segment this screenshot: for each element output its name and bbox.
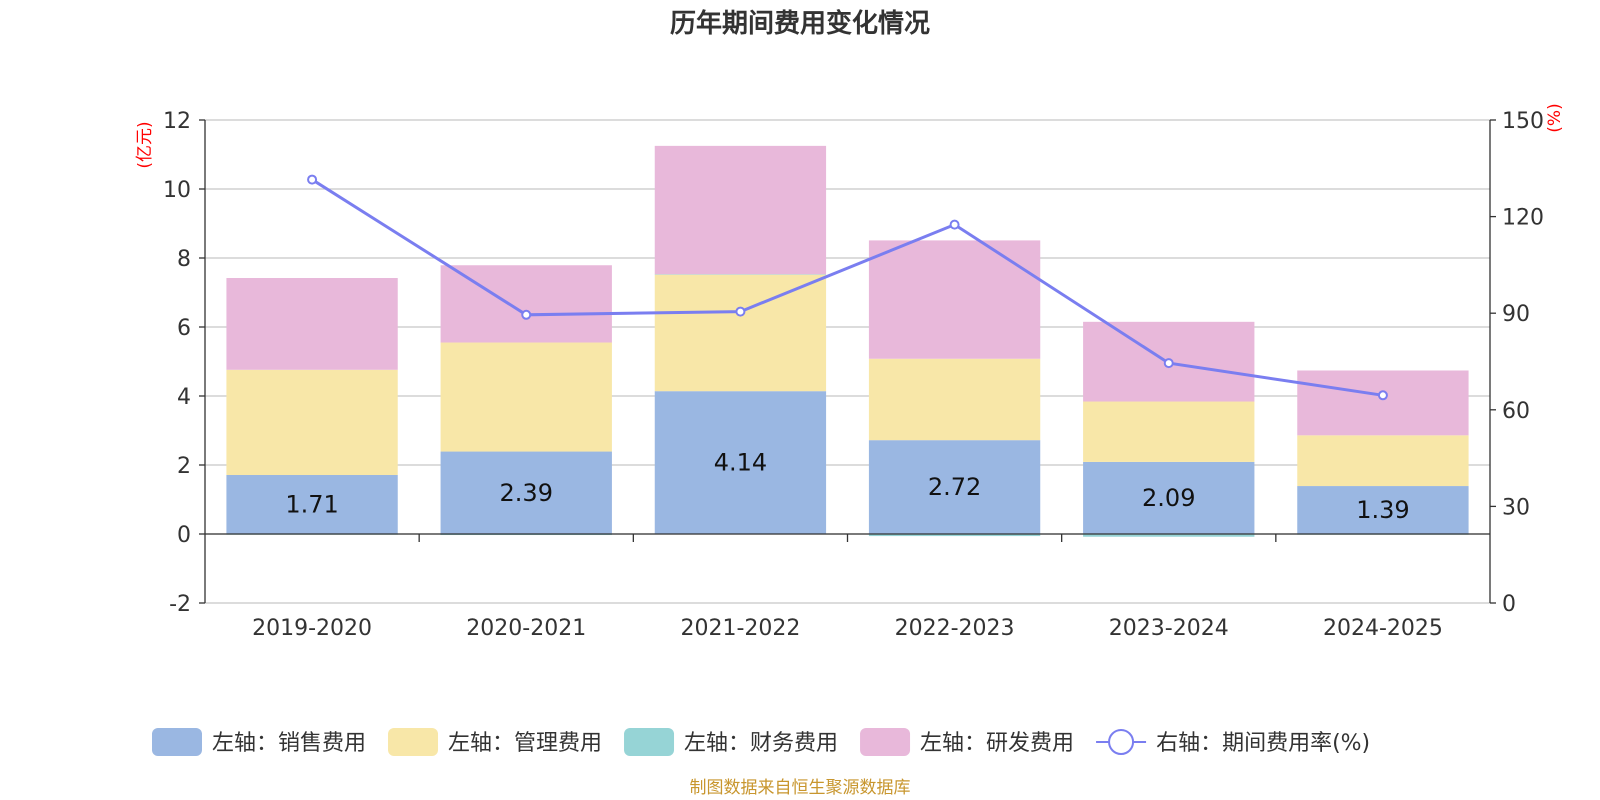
left-tick-label: 6 (177, 316, 191, 341)
legend-label-rate: 右轴：期间费用率(%) (1156, 731, 1370, 756)
right-tick-label: 0 (1502, 592, 1516, 617)
left-tick-label: 10 (163, 178, 191, 203)
sales-data-label: 4.14 (714, 449, 767, 477)
x-tick-label: 2024-2025 (1323, 616, 1443, 641)
bar-finance (1083, 534, 1255, 537)
bar-sales (226, 475, 398, 534)
sales-data-label: 2.09 (1142, 484, 1195, 512)
legend-label-finance: 左轴：财务费用 (684, 731, 838, 756)
bar-sales (654, 391, 827, 534)
bar-rd (654, 145, 827, 275)
right-tick-label: 90 (1502, 302, 1530, 327)
right-tick-label: 60 (1502, 399, 1530, 424)
legend-swatch-rd (860, 728, 911, 756)
legend-label-admin: 左轴：管理费用 (448, 731, 602, 756)
right-tick-label: 150 (1502, 109, 1544, 134)
x-tick-label: 2020-2021 (466, 616, 586, 641)
bar-admin (440, 342, 612, 452)
legend-swatch-sales (152, 728, 202, 756)
rate-line (307, 174, 1388, 401)
bar-finance (654, 274, 827, 275)
legend: 左轴：销售费用 左轴：管理费用 左轴：财务费用 左轴：研发费用 右轴：期间费用率(%) (152, 728, 1370, 756)
bar-sales (1297, 486, 1469, 534)
bar-admin (226, 369, 398, 476)
right-tick-label: 120 (1502, 206, 1544, 231)
x-tick-label: 2019-2020 (252, 616, 372, 641)
left-tick-label: 2 (177, 454, 191, 479)
left-tick-label: 8 (177, 247, 191, 272)
legend-circle-icon (1108, 729, 1135, 755)
bars (226, 145, 1469, 537)
sales-data-label: 1.39 (1356, 496, 1409, 524)
legend-swatch-admin (388, 728, 439, 756)
left-tick-label: 12 (163, 109, 191, 134)
rate-point (949, 219, 960, 230)
bar-admin (1083, 401, 1255, 462)
bar-sales (868, 440, 1041, 534)
left-tick-label: 0 (177, 523, 191, 548)
left-tick-label: 4 (177, 385, 191, 410)
sales-data-label: 1.71 (285, 491, 338, 519)
bar-finance (868, 534, 1041, 537)
legend-label-sales: 左轴：销售费用 (212, 731, 366, 756)
x-tick-label: 2023-2024 (1109, 616, 1229, 641)
bar-admin (654, 274, 827, 392)
bar-sales (440, 451, 612, 534)
bar-sales (1083, 461, 1255, 534)
legend-swatch-finance (624, 728, 675, 756)
bar-admin (1297, 435, 1469, 487)
x-tick-label: 2021-2022 (680, 616, 800, 641)
right-axis-unit: (%) (1545, 103, 1565, 132)
chart-title: 历年期间费用变化情况 (670, 8, 930, 39)
bar-rd (1297, 370, 1469, 436)
sales-data-label: 2.39 (500, 479, 553, 507)
bar-rd (226, 278, 398, 370)
sales-data-label: 2.72 (928, 473, 981, 501)
legend-label-rd: 左轴：研发费用 (920, 731, 1074, 756)
rate-point (307, 174, 318, 185)
left-axis-unit: (亿元) (135, 121, 155, 168)
rate-point (1163, 358, 1174, 369)
rate-point (735, 306, 746, 317)
data-labels: 1.71 2.39 4.14 2.72 2.09 1.39 (285, 449, 1409, 524)
rate-point (521, 309, 532, 320)
data-source: 制图数据来自恒生聚源数据库 (690, 778, 911, 798)
x-tick-label: 2022-2023 (895, 616, 1015, 641)
bar-rd (868, 240, 1041, 359)
bar-admin (868, 358, 1041, 441)
left-tick-label: -2 (169, 592, 191, 617)
rate-point (1377, 390, 1388, 401)
rate-line-path (311, 178, 1384, 397)
right-tick-label: 30 (1502, 495, 1530, 520)
